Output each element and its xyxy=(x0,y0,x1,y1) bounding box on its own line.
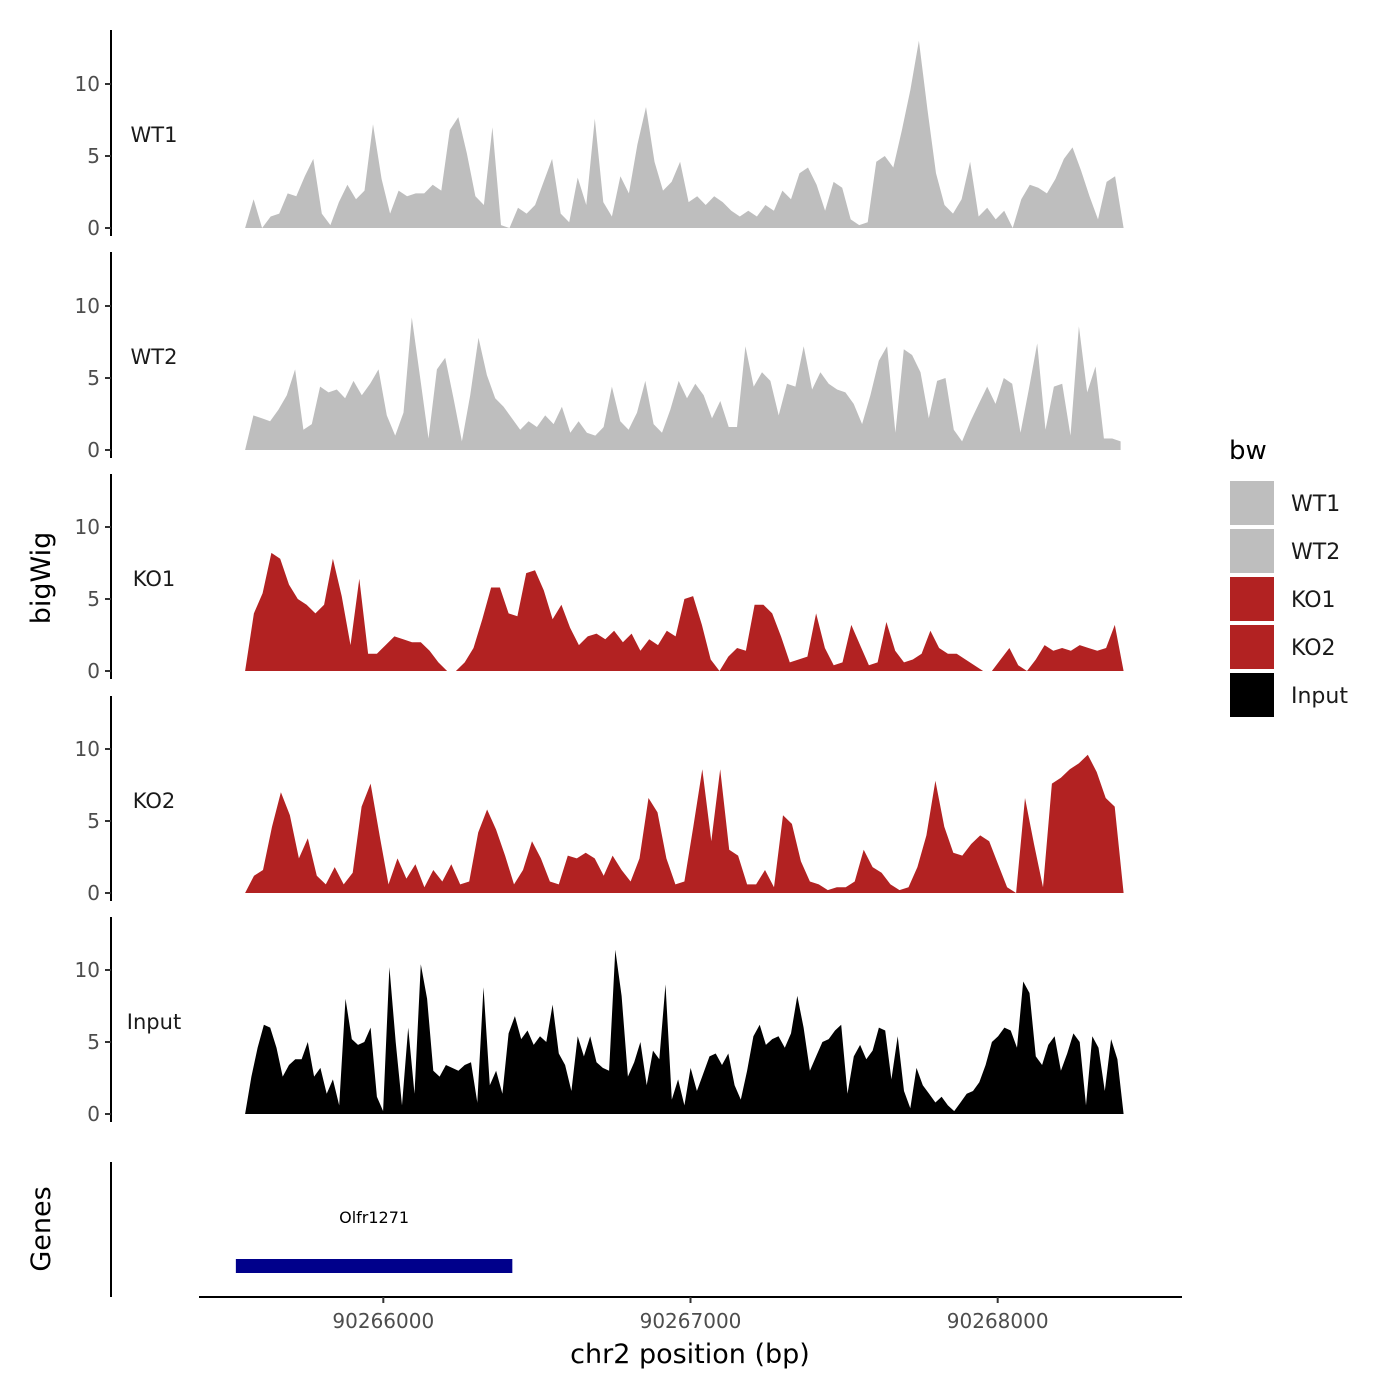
x-tick-label: 90268000 xyxy=(947,1309,1049,1333)
legend-swatch-wt2 xyxy=(1230,529,1274,573)
legend-swatch-ko2 xyxy=(1230,625,1274,669)
y-tick-label: 10 xyxy=(75,958,100,982)
y-tick-label: 5 xyxy=(87,587,100,611)
track-label-ko1: KO1 xyxy=(133,567,176,591)
coverage-area-wt1 xyxy=(245,40,1124,228)
coverage-area-ko2 xyxy=(245,754,1124,893)
legend-label-input: Input xyxy=(1291,684,1348,709)
track-input: 0 5 10 Input xyxy=(75,917,1124,1126)
coverage-area-ko1 xyxy=(245,552,1124,671)
gene-track-panel: Genes Olfr1271 xyxy=(26,1162,513,1297)
gene-marks: Olfr1271 xyxy=(235,1208,513,1273)
y-tick-label: 10 xyxy=(75,294,100,318)
track-ko1: 0 5 10 KO1 xyxy=(75,474,1124,683)
track-label-input: Input xyxy=(127,1010,181,1034)
x-axis-title: chr2 position (bp) xyxy=(570,1339,810,1370)
genes-axis-title: Genes xyxy=(26,1186,57,1271)
gene-label: Olfr1271 xyxy=(339,1208,409,1227)
y-axis-title: bigWig xyxy=(26,532,57,625)
coverage-area-wt2 xyxy=(245,317,1121,450)
legend-title: bw xyxy=(1229,436,1267,466)
x-ticks: 90266000 90267000 90268000 xyxy=(332,1297,1049,1333)
y-tick-label: 5 xyxy=(87,366,100,390)
y-tick-label: 5 xyxy=(87,809,100,833)
legend-label-wt1: WT1 xyxy=(1291,492,1340,517)
track-label-wt1: WT1 xyxy=(131,123,178,147)
y-tick-label: 5 xyxy=(87,1030,100,1054)
y-tick-label: 10 xyxy=(75,72,100,96)
x-axis: 90266000 90267000 90268000 chr2 position (… xyxy=(199,1296,1182,1370)
coverage-tracks: 0 5 10 WT1 0 5 10 WT2 0 5 10 KO1 0 5 10 KO2 0 5 10 Input xyxy=(75,30,1124,1126)
legend-swatch-wt1 xyxy=(1230,481,1274,525)
gene-bar-olfr1271 xyxy=(235,1259,513,1273)
y-tick-label: 0 xyxy=(87,438,100,462)
y-tick-label: 0 xyxy=(87,881,100,905)
legend-swatch-input xyxy=(1230,673,1274,717)
y-tick-label: 5 xyxy=(87,144,100,168)
legend-items: WT1 WT2 KO1 KO2 Input xyxy=(1230,481,1348,717)
coverage-area-input xyxy=(245,949,1124,1114)
y-tick-label: 0 xyxy=(87,1102,100,1126)
x-tick-label: 90266000 xyxy=(332,1309,434,1333)
y-tick-label: 0 xyxy=(87,216,100,240)
x-tick-label: 90267000 xyxy=(640,1309,742,1333)
y-tick-label: 10 xyxy=(75,737,100,761)
track-wt1: 0 5 10 WT1 xyxy=(75,30,1124,240)
legend-swatch-ko1 xyxy=(1230,577,1274,621)
track-label-wt2: WT2 xyxy=(131,345,178,369)
legend-label-ko2: KO2 xyxy=(1291,636,1336,661)
legend-label-ko1: KO1 xyxy=(1291,588,1336,613)
y-tick-label: 10 xyxy=(75,515,100,539)
track-label-ko2: KO2 xyxy=(133,789,176,813)
track-wt2: 0 5 10 WT2 xyxy=(75,252,1121,462)
y-tick-label: 0 xyxy=(87,659,100,683)
track-ko2: 0 5 10 KO2 xyxy=(75,696,1124,905)
legend-label-wt2: WT2 xyxy=(1291,540,1340,565)
legend: bw WT1 WT2 KO1 KO2 Input xyxy=(1229,436,1348,717)
